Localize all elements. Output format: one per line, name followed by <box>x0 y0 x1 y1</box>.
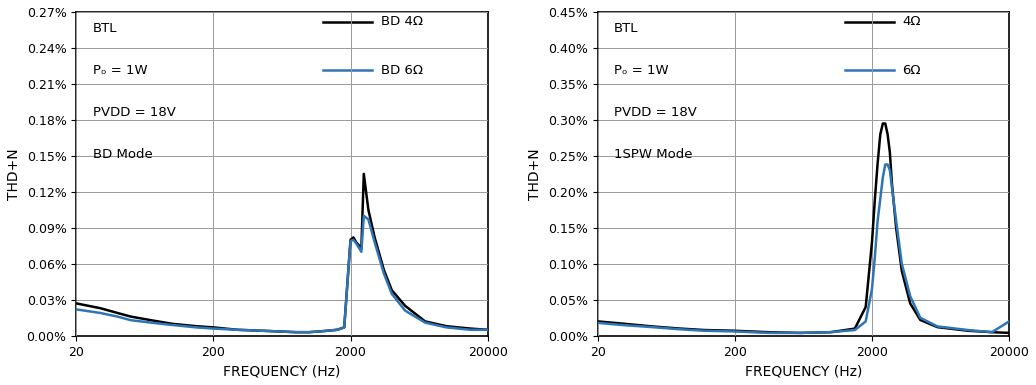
Text: BD 4Ω: BD 4Ω <box>380 15 423 28</box>
Y-axis label: THD+N: THD+N <box>7 148 21 200</box>
Text: Pₒ = 1W: Pₒ = 1W <box>614 64 669 77</box>
Text: PVDD = 18V: PVDD = 18V <box>92 106 175 119</box>
Text: 4Ω: 4Ω <box>902 15 921 28</box>
Text: BTL: BTL <box>614 22 638 35</box>
Text: BD Mode: BD Mode <box>92 148 152 161</box>
Text: 6Ω: 6Ω <box>902 64 921 77</box>
Text: Pₒ = 1W: Pₒ = 1W <box>92 64 147 77</box>
Text: BTL: BTL <box>92 22 117 35</box>
X-axis label: FREQUENCY (Hz): FREQUENCY (Hz) <box>223 364 341 378</box>
X-axis label: FREQUENCY (Hz): FREQUENCY (Hz) <box>745 364 862 378</box>
Text: PVDD = 18V: PVDD = 18V <box>614 106 697 119</box>
Text: 1SPW Mode: 1SPW Mode <box>614 148 693 161</box>
Y-axis label: THD+N: THD+N <box>528 148 543 200</box>
Text: BD 6Ω: BD 6Ω <box>380 64 423 77</box>
